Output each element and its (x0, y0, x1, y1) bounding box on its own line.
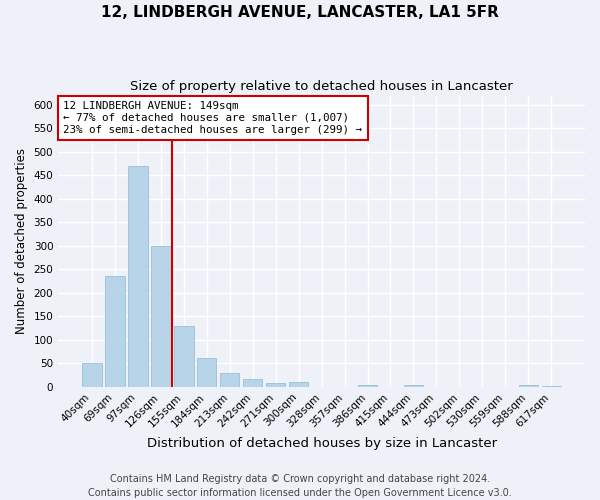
Bar (518, 384, 538, 387)
Bar (82, 364, 101, 387)
Title: Size of property relative to detached houses in Lancaster: Size of property relative to detached ho… (130, 80, 513, 93)
Bar (243, 379, 262, 387)
Bar (358, 384, 377, 387)
Bar (220, 373, 239, 387)
Text: 12, LINDBERGH AVENUE, LANCASTER, LA1 5FR: 12, LINDBERGH AVENUE, LANCASTER, LA1 5FR (101, 5, 499, 20)
Bar (542, 386, 561, 387)
Text: Contains HM Land Registry data © Crown copyright and database right 2024.
Contai: Contains HM Land Registry data © Crown c… (88, 474, 512, 498)
Y-axis label: Number of detached properties: Number of detached properties (15, 148, 28, 334)
X-axis label: Distribution of detached houses by size in Lancaster: Distribution of detached houses by size … (146, 437, 497, 450)
Text: 12 LINDBERGH AVENUE: 149sqm
← 77% of detached houses are smaller (1,007)
23% of : 12 LINDBERGH AVENUE: 149sqm ← 77% of det… (64, 102, 362, 134)
Bar (105, 276, 125, 387)
Bar (174, 326, 194, 387)
Bar (128, 166, 148, 387)
Bar (197, 358, 217, 387)
Bar (266, 383, 286, 387)
Bar (404, 384, 423, 387)
Bar (289, 382, 308, 387)
Bar (151, 246, 170, 387)
